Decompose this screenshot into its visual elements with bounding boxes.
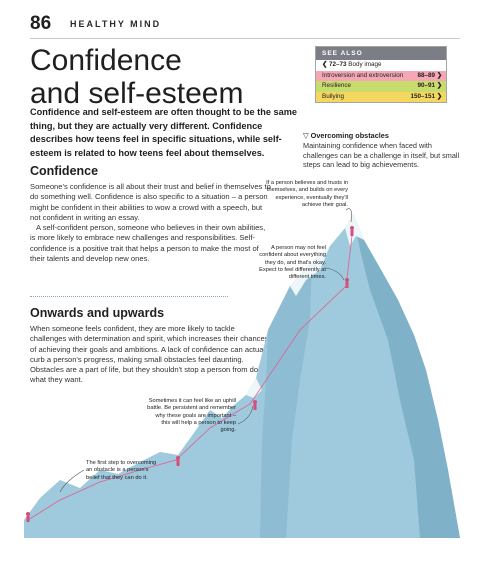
intro-text: Confidence and self-esteem are often tho… [30, 107, 297, 158]
confidence-heading: Confidence [30, 164, 99, 178]
see-also-item-resilience[interactable]: Resilience 90–91 ❯ [316, 81, 446, 92]
see-also-label: Bullying [322, 92, 345, 100]
see-also-pages: 150–151 [410, 92, 435, 100]
section-divider [30, 296, 228, 297]
climber-figure-base [26, 512, 30, 522]
see-also-item-body-image[interactable]: ❮ 72–73 Body image [316, 60, 446, 71]
caption-title: Overcoming obstacles [310, 131, 389, 140]
page-number: 86 [30, 13, 52, 34]
page-title-line-2: and self-esteem [30, 77, 244, 110]
climbing-rope [27, 235, 353, 521]
annotation-feelings: A person may not feel confident about ev… [259, 245, 326, 281]
see-also-label: Introversion and extroversion [322, 71, 404, 79]
see-also-pages: 88–89 [417, 71, 435, 79]
mountain-shade-right [353, 214, 460, 538]
page-title: Confidence and self-esteem [30, 44, 290, 110]
annotation-first-step: The first step to overcoming an obstacle… [86, 460, 157, 481]
annotation-arrow-3 [237, 405, 254, 425]
snow-cap-small [246, 378, 262, 398]
climber-figure-lower [176, 456, 180, 466]
confidence-paragraph-2: A self-confident person, someone who bel… [30, 223, 266, 264]
see-also-pages: 90–91 [417, 82, 435, 89]
see-also-item-introversion[interactable]: Introversion and extroversion 88–89 ❯ [316, 70, 446, 81]
climber-figure-top [350, 226, 354, 236]
climber-figure-upper [345, 278, 349, 288]
onwards-paragraph-1: When someone feels confident, they are m… [30, 324, 271, 385]
onwards-heading: Onwards and upwards [30, 306, 165, 320]
snow-cap-left [290, 246, 330, 296]
onwards-body: When someone feels confident, they are m… [30, 324, 272, 386]
running-title: HEALTHY MIND [70, 19, 162, 29]
see-also-box: SEE ALSO ❮ 72–73 Body image Introversion… [315, 46, 447, 103]
see-also-label: Resilience [322, 82, 352, 89]
annotation-arrow-1 [345, 208, 352, 223]
annotation-arrow-2 [325, 267, 345, 281]
see-also-pages: 72–73 [329, 61, 347, 68]
snow-cap-top [345, 214, 364, 246]
chevron-right-icon: ❯ [436, 82, 442, 89]
caption-text: Maintaining confidence when faced with c… [303, 140, 460, 170]
image-caption: ▽ Overcoming obstacles Maintaining confi… [303, 131, 468, 170]
chevron-right-icon: ❯ [436, 92, 442, 100]
confidence-paragraph-1: Someone's confidence is all about their … [30, 182, 271, 222]
climber-figure-middle [253, 400, 257, 410]
annotation-persistence: Sometimes it can feel like an uphill bat… [147, 398, 236, 434]
chevron-right-icon: ❯ [436, 71, 442, 79]
see-also-label: Body image [348, 61, 382, 68]
confidence-body: Someone's confidence is all about their … [30, 182, 272, 264]
annotation-arrow-4 [59, 469, 85, 493]
see-also-heading: SEE ALSO [316, 47, 446, 60]
see-also-item-bullying[interactable]: Bullying 150–151 ❯ [316, 91, 446, 102]
triangle-down-icon: ▽ [303, 131, 309, 140]
page-header: 86 HEALTHY MIND [30, 12, 460, 39]
chevron-left-icon: ❮ [322, 61, 328, 68]
mountain-body [24, 214, 460, 538]
annotation-belief: If a person believes and trusts in thems… [266, 180, 348, 208]
page-title-line-1: Confidence [30, 44, 182, 77]
